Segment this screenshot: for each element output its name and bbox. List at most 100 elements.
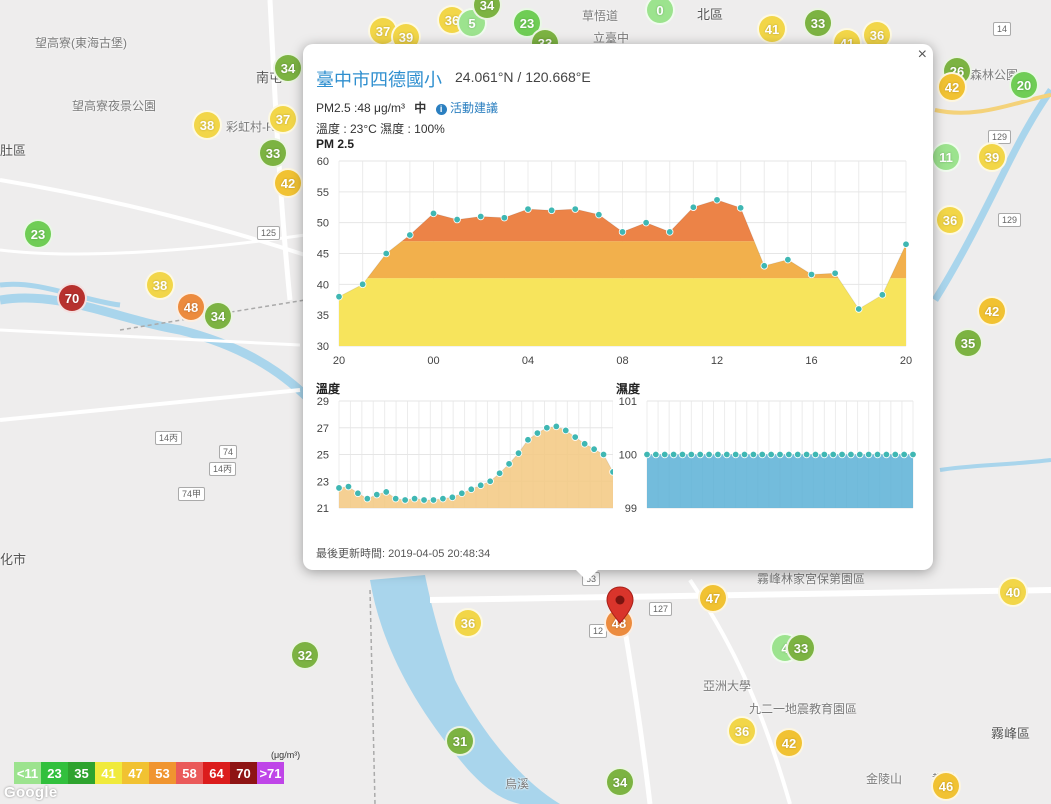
y-tick-label: 21	[317, 503, 329, 515]
data-point	[758, 450, 766, 459]
station-marker[interactable]: 70	[57, 283, 87, 313]
data-point	[609, 468, 613, 476]
map-place-label: 草悟道	[582, 9, 619, 23]
pm-level: 中	[414, 101, 427, 115]
station-marker[interactable]: 36	[935, 205, 965, 235]
data-point	[335, 292, 343, 301]
x-tick-label: 08	[616, 355, 628, 367]
station-popup: × 臺中市四德國小 24.061°N / 120.668°E PM2.5 :48…	[303, 44, 933, 570]
map-place-label: 亞洲大學	[703, 679, 752, 693]
data-point	[562, 426, 570, 435]
x-tick-label: 16	[805, 355, 817, 367]
y-tick-label: 29	[317, 396, 329, 408]
data-point	[354, 489, 362, 497]
data-point	[689, 203, 698, 211]
data-point	[486, 477, 494, 485]
data-point	[505, 460, 513, 468]
road-shield: 125	[257, 226, 281, 240]
activity-advice-label: 活動建議	[450, 101, 499, 115]
data-point	[590, 445, 598, 453]
google-logo: Google	[4, 784, 58, 801]
data-point	[902, 240, 910, 248]
data-point	[807, 270, 816, 279]
data-point	[882, 450, 891, 459]
data-point	[401, 496, 409, 504]
station-marker[interactable]: 33	[258, 138, 288, 168]
station-marker[interactable]: 36	[727, 716, 757, 746]
station-marker[interactable]: 38	[192, 110, 222, 140]
y-tick-label: 27	[317, 423, 329, 435]
data-point	[669, 450, 678, 459]
station-marker[interactable]: 34	[472, 0, 502, 20]
data-point	[429, 496, 438, 504]
x-tick-label: 00	[427, 355, 439, 367]
data-point	[740, 450, 749, 459]
legend-item: >71	[257, 762, 284, 784]
y-tick-label: 55	[317, 187, 329, 199]
selected-location-pin-icon[interactable]	[606, 586, 634, 629]
station-marker[interactable]: 34	[203, 301, 233, 331]
data-point	[829, 450, 837, 459]
data-point	[524, 436, 532, 444]
station-marker[interactable]: 0	[645, 0, 675, 25]
data-point	[802, 450, 811, 459]
station-marker[interactable]: 36	[453, 608, 483, 638]
station-marker[interactable]: 34	[273, 53, 303, 83]
y-tick-label: 23	[317, 476, 329, 488]
data-point	[344, 482, 353, 491]
map-place-label: 望高寮(東海古堡)	[35, 36, 127, 50]
map-place-label: 森林公園	[970, 68, 1019, 82]
road-shield: 74	[219, 445, 238, 459]
station-marker[interactable]: 23	[23, 219, 53, 249]
data-point	[749, 450, 758, 459]
map-place-label: 霧峰區	[991, 726, 1031, 741]
station-marker[interactable]: 40	[998, 577, 1028, 607]
station-marker[interactable]: 31	[445, 726, 475, 756]
station-marker[interactable]: 42	[774, 728, 804, 758]
legend-item: 58	[176, 762, 203, 784]
station-marker[interactable]: 41	[757, 14, 787, 44]
data-point	[543, 424, 551, 432]
pm-summary: PM2.5 :48 μg/m³ 中 i 活動建議	[316, 99, 498, 116]
data-point	[891, 450, 899, 459]
data-point	[643, 450, 651, 459]
legend-item: 53	[149, 762, 176, 784]
station-marker[interactable]: 39	[977, 142, 1007, 172]
station-marker[interactable]: 33	[803, 8, 833, 38]
station-marker[interactable]: 42	[937, 72, 967, 102]
map-place-label: 霧峰林家宮保第園區	[757, 572, 866, 586]
station-marker[interactable]: 34	[605, 767, 635, 797]
data-point	[900, 450, 908, 459]
station-marker[interactable]: 35	[953, 328, 983, 358]
data-point	[705, 450, 713, 459]
station-marker[interactable]: 20	[1009, 70, 1039, 100]
station-marker[interactable]: 38	[145, 270, 175, 300]
y-tick-label: 60	[317, 156, 329, 168]
station-marker[interactable]: 48	[176, 292, 206, 322]
station-marker[interactable]: 37	[268, 104, 298, 134]
map-place-label: 彩虹村-R	[226, 120, 275, 134]
data-point	[661, 450, 669, 459]
data-point	[838, 450, 846, 459]
data-point	[547, 206, 556, 215]
station-marker[interactable]: 33	[786, 633, 816, 663]
area-band	[339, 241, 906, 279]
station-marker[interactable]: 11	[931, 142, 961, 172]
data-point	[736, 204, 745, 212]
station-marker[interactable]: 32	[290, 640, 320, 670]
station-marker[interactable]: 42	[977, 296, 1007, 326]
activity-advice-link[interactable]: i 活動建議	[435, 101, 499, 115]
station-marker[interactable]: 46	[931, 771, 961, 801]
station-coordinates: 24.061°N / 120.668°E	[455, 69, 591, 85]
data-point	[642, 218, 650, 227]
station-marker[interactable]: 47	[698, 583, 728, 613]
close-icon[interactable]: ×	[917, 46, 927, 63]
data-point	[439, 494, 447, 503]
data-point	[514, 449, 523, 457]
data-point	[500, 214, 509, 222]
x-tick-label: 20	[900, 355, 912, 367]
map-place-label: 望高寮夜景公園	[72, 99, 157, 113]
data-point	[410, 494, 419, 503]
station-name[interactable]: 臺中市四德國小	[316, 70, 442, 90]
station-marker[interactable]: 42	[273, 168, 303, 198]
